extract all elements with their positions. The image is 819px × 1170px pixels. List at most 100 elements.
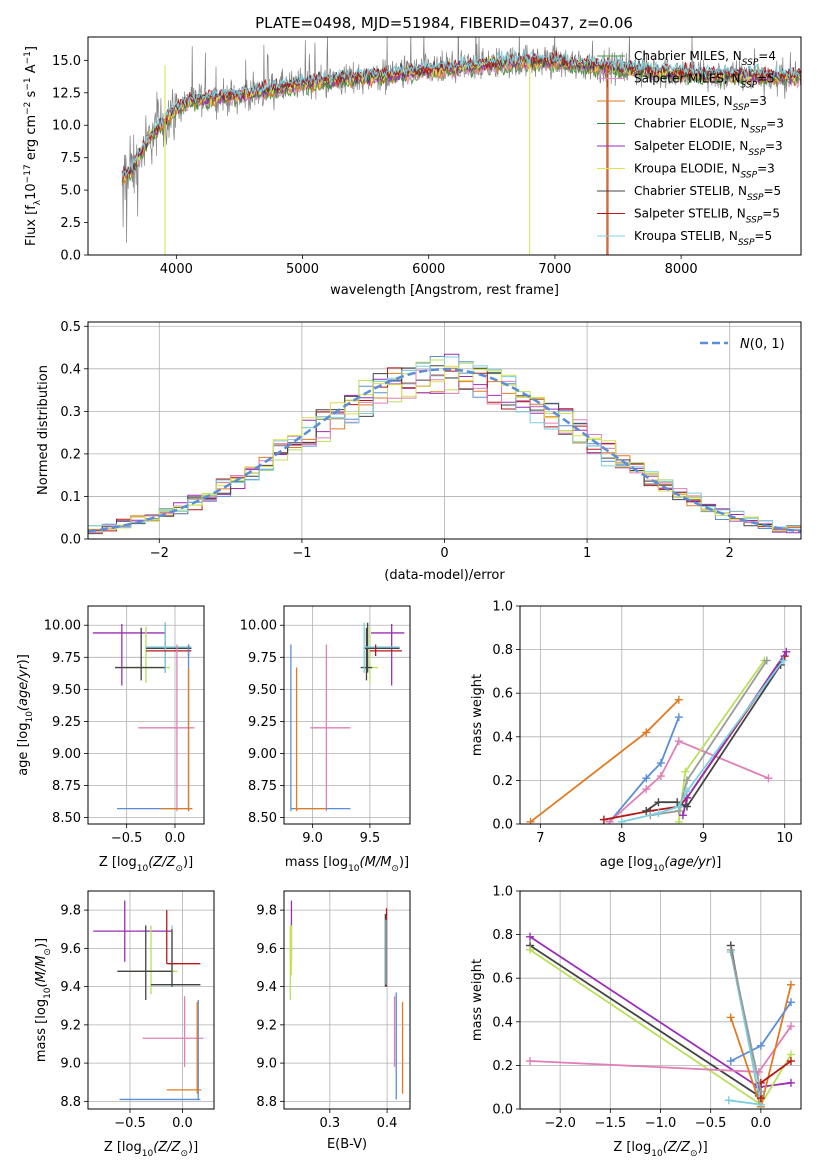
- legend-entry: Salpeter MILES, NSSP=5: [634, 72, 775, 91]
- legend-part: =5: [754, 229, 772, 243]
- label-part: Z [log: [104, 1140, 142, 1155]
- x-tick-label: 0: [440, 546, 448, 561]
- mass-weight-series-line: [529, 944, 761, 1098]
- label-part: mass [log: [34, 999, 49, 1062]
- x-axis-label: mass [log10(M/M⊙)]: [285, 855, 409, 874]
- x-axis-label: (data-model)/error: [384, 568, 505, 583]
- spectrum-lines: [121, 37, 801, 255]
- label-part: N: [740, 337, 750, 352]
- y-axis-label: Flux [fλ10−17 erg cm−2 s−1 A−1]: [23, 46, 43, 246]
- legend-part: Kroupa MILES, N: [634, 94, 733, 108]
- label-part: −17: [23, 164, 33, 183]
- legend-part: Kroupa STELIB, N: [634, 229, 738, 243]
- legend-part: =3: [757, 162, 775, 176]
- axes-frame: [87, 321, 802, 540]
- legend-entry: Kroupa STELIB, NSSP=5: [634, 229, 772, 248]
- x-tick-label: −0.5: [695, 1116, 727, 1131]
- mass-weight-vs-metallicity-panel: −2.0 −1.5 −1.0 −0.5 0.0 0.0 0.2 0.4 0.6 0.8 1.0 Z […: [470, 885, 802, 1159]
- label-part: (Z/Z: [153, 1140, 181, 1155]
- x-axis-label: Z [log10(Z/Z⊙)]: [104, 1140, 198, 1159]
- y-tick-label: 0.0: [60, 249, 81, 264]
- y-tick-label: 9.8: [256, 904, 277, 919]
- x-axis-label: E(B-V): [327, 1137, 367, 1152]
- series-lines: [526, 932, 795, 1109]
- age-vs-metallicity-panel: −0.5 0.0 8.50 8.75 9.00 9.25 9.50 9.75 10.00 Z [l…: [16, 605, 205, 874]
- legend-entry: Salpeter ELODIE, NSSP=3: [634, 139, 783, 158]
- legend-part: SSP: [742, 58, 759, 68]
- label-part: 10: [43, 987, 53, 999]
- label-part: Z [log: [613, 1140, 651, 1155]
- x-tick-label: 4000: [160, 262, 193, 277]
- figure-title: PLATE=0498, MJD=51984, FIBERID=0437, z=0…: [255, 14, 633, 32]
- legend-part: SSP: [738, 238, 755, 248]
- x-tick-label: 8: [618, 831, 626, 846]
- label-part: (M/M: [360, 855, 392, 870]
- legend-part: Chabrier ELODIE, N: [634, 117, 750, 131]
- axes-frame: [519, 890, 802, 1110]
- y-tick-label: 1.0: [492, 885, 513, 900]
- y-axis-label: age [log10(age/yr)]: [16, 654, 35, 776]
- y-tick-label: 0.4: [492, 1015, 513, 1030]
- y-tick-label: 9.00: [248, 747, 277, 762]
- axes-frame: [87, 36, 802, 256]
- x-tick-label: 9.0: [302, 831, 323, 846]
- x-tick-label: −0.5: [114, 1116, 146, 1131]
- label-part: )]: [16, 654, 31, 664]
- mass-weight-series-line: [645, 664, 782, 812]
- legend-part: SSP: [746, 216, 763, 226]
- grid-lines: [520, 890, 801, 1110]
- x-axis-label: age [log10(age/yr)]: [600, 855, 722, 874]
- x-tick-label: −1: [292, 546, 311, 561]
- y-tick-label: 10.00: [240, 619, 277, 634]
- ebv-panel: 0.3 0.4 8.8 9.0 9.2 9.4 9.6 9.8 E(B-V): [256, 890, 411, 1152]
- label-part: 10: [651, 1149, 663, 1159]
- label-part: 10: [653, 864, 665, 874]
- y-tick-label: 9.2: [60, 1018, 81, 1033]
- spectrum-panel: 4000 5000 6000 7000 8000 0.0 2.5 5.0 7.5 10.0 12.5…: [23, 36, 802, 298]
- x-tick-label: 2: [726, 546, 734, 561]
- label-part: )]: [399, 855, 409, 870]
- y-axis-label: mass [log10(M/M⊙)]: [34, 938, 53, 1062]
- label-part: A: [24, 64, 39, 77]
- label-part: (M/M: [34, 956, 49, 988]
- x-tick-label: 5000: [286, 262, 319, 277]
- residuals-panel: −2 −1 0 1 2 0.0 0.1 0.2 0.3 0.4 0.5 N(0, 1) (data-mo…: [36, 320, 802, 583]
- legend-part: SSP: [733, 103, 750, 113]
- axes-frame: [87, 890, 215, 1110]
- legend-part: Kroupa ELODIE, N: [634, 162, 741, 176]
- y-tick-label: 8.8: [60, 1095, 81, 1110]
- label-part: 10: [137, 864, 149, 874]
- legend-part: Chabrier STELIB, N: [634, 184, 747, 198]
- label-part: −2: [23, 102, 33, 115]
- y-tick-label: 0.2: [492, 774, 513, 789]
- label-part: (0, 1): [750, 337, 785, 352]
- x-tick-label: 10: [776, 831, 793, 846]
- label-part: ⊙: [690, 1149, 698, 1159]
- label-part: ⊙: [43, 948, 53, 956]
- legend-part: SSP: [748, 148, 765, 158]
- y-tick-label: 0.6: [492, 972, 513, 987]
- y-tick-label: 0.8: [492, 928, 513, 943]
- label-part: ⊙: [175, 864, 183, 874]
- errorbars: [289, 900, 404, 1100]
- axes-frame: [519, 605, 802, 825]
- y-tick-label: 8.8: [256, 1095, 277, 1110]
- y-tick-label: 0.2: [60, 447, 81, 462]
- y-tick-label: 0.2: [492, 1059, 513, 1074]
- x-tick-label: −0.5: [111, 831, 143, 846]
- legend-entry: Kroupa ELODIE, NSSP=3: [634, 162, 775, 181]
- y-tick-label: 9.6: [60, 942, 81, 957]
- series-lines: [526, 647, 791, 824]
- legend-part: SSP: [747, 193, 764, 203]
- legend-part: SSP: [750, 126, 767, 136]
- y-tick-label: 8.75: [248, 779, 277, 794]
- legend-part: =4: [758, 49, 776, 63]
- legend-part: =5: [762, 207, 780, 221]
- legend-entry: Salpeter STELIB, NSSP=5: [634, 207, 780, 226]
- model-spectrum-line: [121, 50, 801, 179]
- x-axis-label: Z [log10(Z/Z⊙)]: [613, 1140, 707, 1159]
- y-tick-label: 0.4: [492, 730, 513, 745]
- y-tick-label: 0.5: [60, 320, 81, 335]
- y-tick-label: 0.3: [60, 405, 81, 420]
- label-part: −1: [23, 77, 33, 90]
